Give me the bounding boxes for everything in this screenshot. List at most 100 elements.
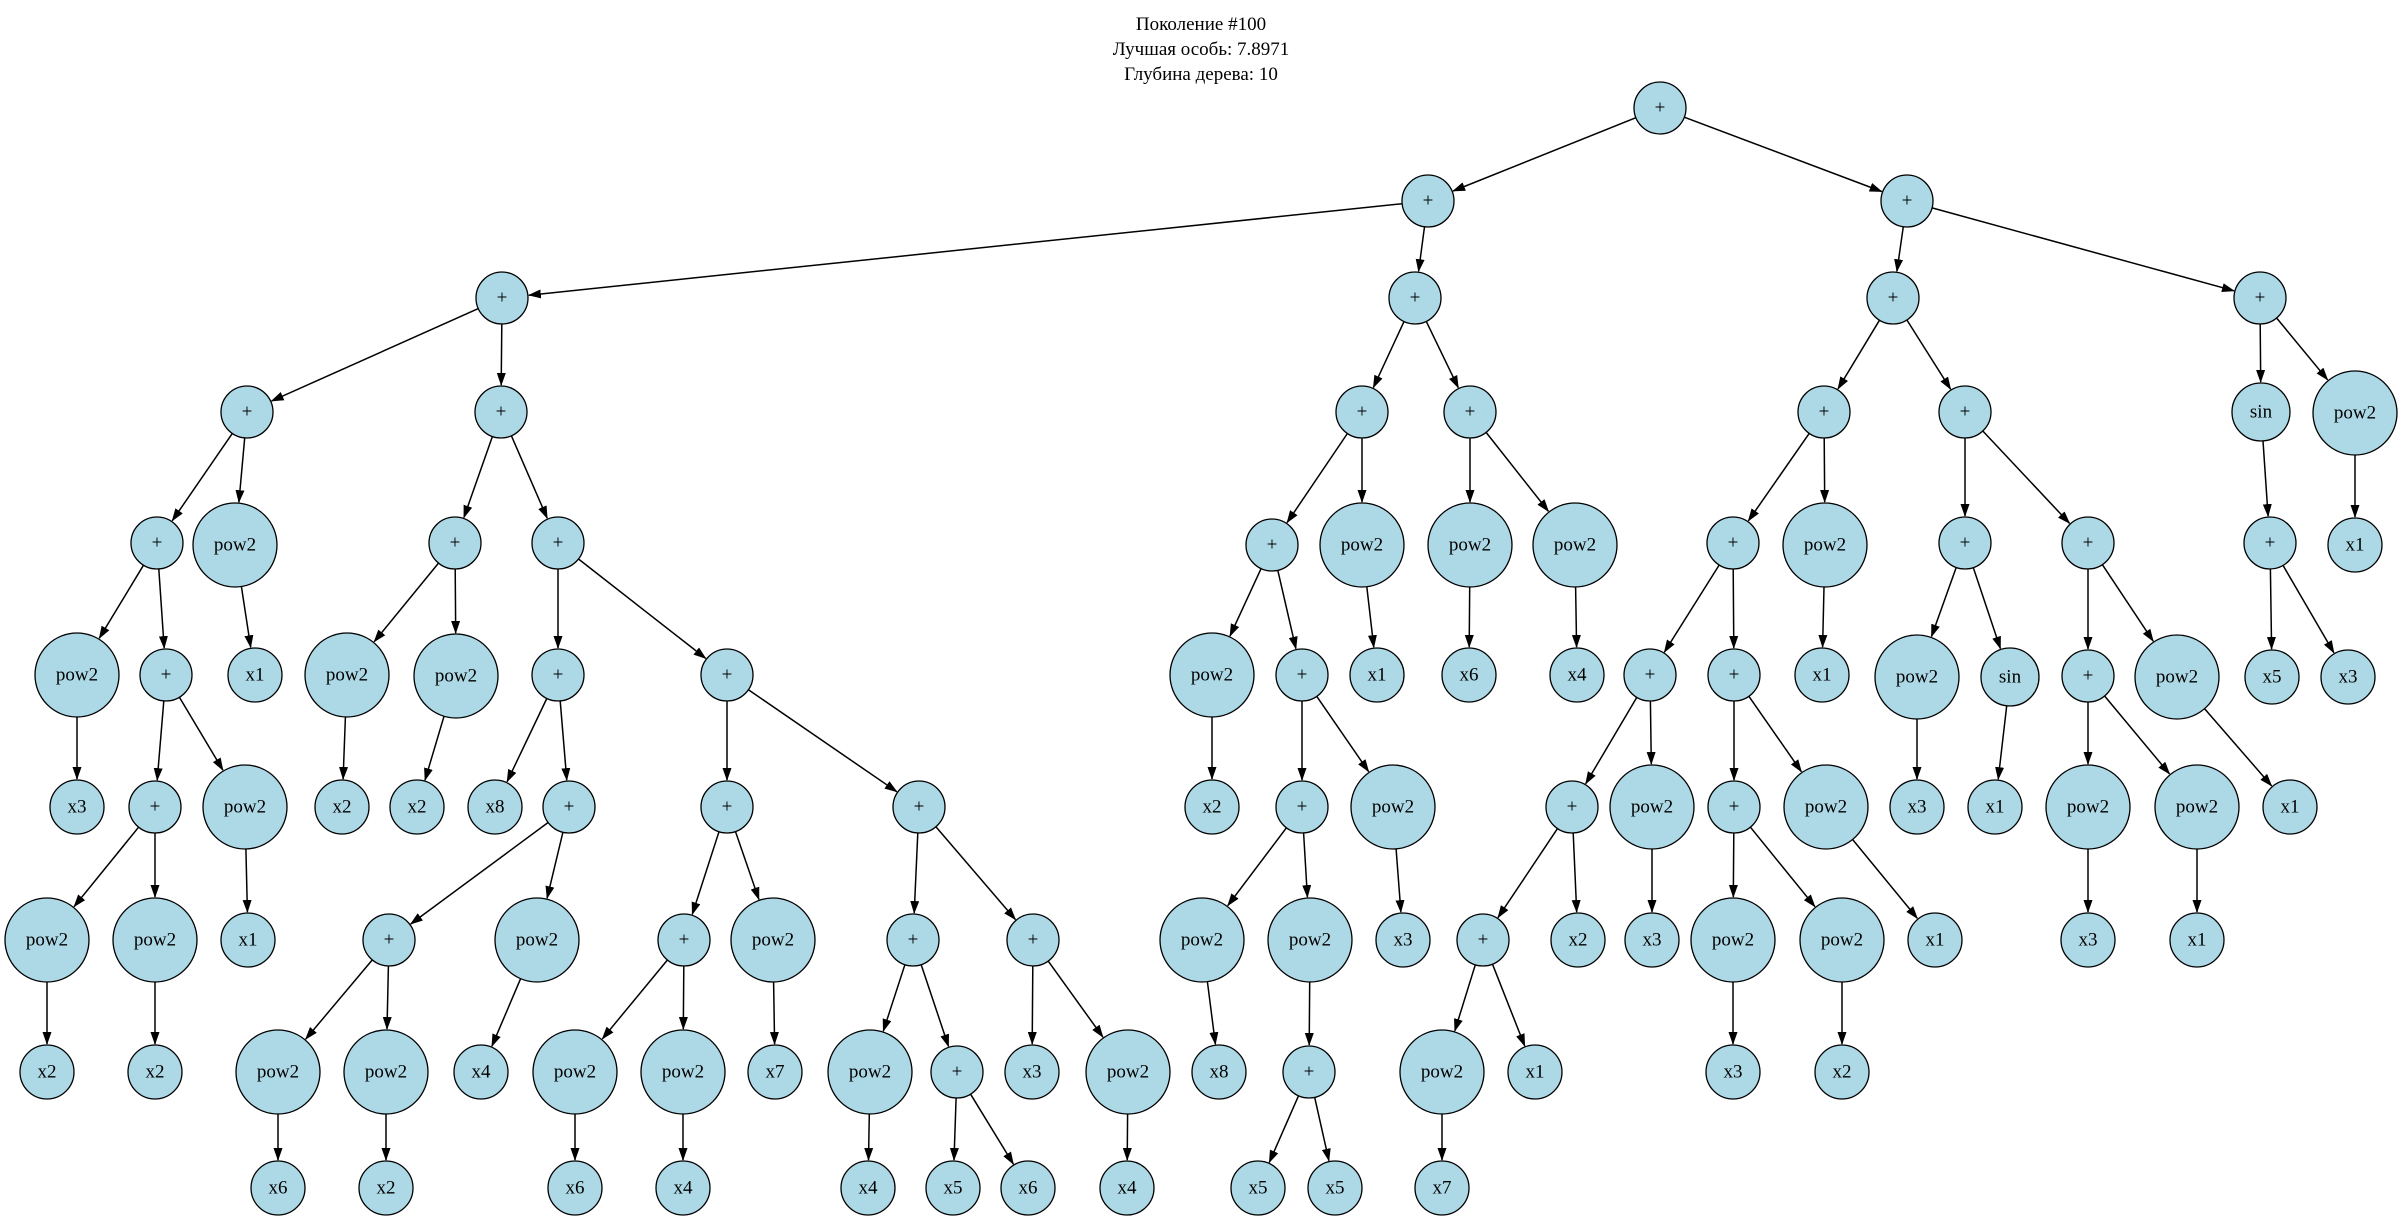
node-label: pow2 <box>1804 535 1846 556</box>
node-label: pow2 <box>554 1062 596 1083</box>
node-label: pow2 <box>2334 403 2376 424</box>
node-label: + <box>679 930 690 951</box>
tree-node-plus-12: + <box>1938 385 1992 439</box>
node-label: + <box>1728 533 1739 554</box>
node-circle <box>343 1029 429 1115</box>
tree-node-plus-37: + <box>1275 648 1329 702</box>
node-label: + <box>1819 402 1830 423</box>
node-circle <box>1980 647 2040 707</box>
node-label: x3 <box>2079 930 2098 951</box>
tree-edge <box>1906 319 1952 391</box>
node-circle <box>2233 271 2287 325</box>
tree-node-plus-58: + <box>892 780 946 834</box>
node-label: x3 <box>1643 930 1662 951</box>
node-label: pow2 <box>224 797 266 818</box>
node-circle <box>1623 648 1677 702</box>
tree-node-x2-59: x2 <box>1184 779 1240 835</box>
node-circle <box>2169 912 2225 968</box>
node-label: pow2 <box>365 1062 407 1083</box>
node-circle <box>1335 385 1389 439</box>
node-label: + <box>564 797 575 818</box>
tree-edge <box>73 826 140 908</box>
tree-node-plus-8: + <box>474 385 528 439</box>
tree-edge <box>1485 431 1550 513</box>
tree-edge <box>305 959 373 1040</box>
node-circle <box>1706 516 1760 570</box>
node-label: x3 <box>1908 797 1927 818</box>
node-label: pow2 <box>134 930 176 951</box>
node-circle <box>1169 632 1255 718</box>
node-circle <box>304 632 390 718</box>
tree-node-plus-64: + <box>1707 780 1761 834</box>
tree-edge <box>2266 568 2276 650</box>
tree-node-plus-6: + <box>2233 271 2287 325</box>
tree-edge <box>935 826 1017 921</box>
node-label: + <box>952 1062 963 1083</box>
tree-node-pow2-93: pow2 <box>235 1029 321 1115</box>
tree-edge <box>1372 321 1405 389</box>
node-circle <box>1456 913 1510 967</box>
node-circle <box>531 516 585 570</box>
tree-edge <box>153 700 165 782</box>
tree-node-pow2-102: pow2 <box>1085 1029 1171 1115</box>
node-circle <box>227 647 283 703</box>
tree-node-x3-101: x3 <box>1004 1044 1060 1100</box>
node-label: x2 <box>146 1062 165 1083</box>
node-circle <box>2154 764 2240 850</box>
tree-edge <box>1464 586 1474 648</box>
node-circle <box>886 913 940 967</box>
tree-node-plus-78: + <box>886 913 940 967</box>
tree-node-x6-39: x6 <box>1441 647 1497 703</box>
node-circle <box>1245 518 1299 572</box>
tree-node-plus-10: + <box>1443 385 1497 439</box>
tree-edge <box>1663 564 1720 653</box>
tree-edge <box>178 696 224 771</box>
tree-edge <box>1227 827 1287 907</box>
tree-edge <box>2262 440 2272 518</box>
tree-node-x1-28: x1 <box>2327 517 2383 573</box>
node-label: x4 <box>1118 1178 1138 1199</box>
node-circle <box>1624 912 1680 968</box>
tree-edge <box>578 558 707 660</box>
node-label: pow2 <box>1289 930 1331 951</box>
tree-edge <box>1302 832 1312 899</box>
tree-edge <box>171 432 233 522</box>
node-label: x1 <box>1368 665 1387 686</box>
tree-edge <box>1728 832 1738 898</box>
tree-edge <box>1571 832 1581 913</box>
tree-edge <box>409 821 549 925</box>
node-circle <box>747 1044 803 1100</box>
node-label: + <box>2083 533 2094 554</box>
tree-node-x6-115: x6 <box>1000 1160 1056 1216</box>
tree-node-plus-26: + <box>2061 516 2115 570</box>
node-circle <box>49 779 105 835</box>
node-circle <box>220 912 276 968</box>
tree-edge <box>2256 323 2266 383</box>
tree-edge <box>1748 695 1803 773</box>
tree-node-x4-112: x4 <box>655 1160 711 1216</box>
tree-node-x5-118: x5 <box>1307 1160 1363 1216</box>
node-label: x6 <box>1019 1178 1038 1199</box>
node-circle <box>1880 174 1934 228</box>
tree-node-pow2-36: pow2 <box>1169 632 1255 718</box>
tree-node-plus-18: + <box>531 516 585 570</box>
node-label: + <box>150 797 161 818</box>
tree-node-pow2-69: pow2 <box>2154 764 2240 850</box>
node-circle <box>2262 779 2318 835</box>
node-circle <box>362 913 416 967</box>
tree-node-plus-56: + <box>542 780 596 834</box>
node-circle <box>1399 1029 1485 1115</box>
tree-node-pow2-75: pow2 <box>494 897 580 983</box>
tree-edge <box>235 437 246 504</box>
tree-node-x2-108: x2 <box>1814 1044 1870 1100</box>
tree-node-x3-89: x3 <box>2060 912 2116 968</box>
node-circle <box>1797 385 1851 439</box>
tree-edge <box>1972 567 2002 650</box>
tree-edge <box>1366 586 1377 649</box>
tree-edge <box>1747 432 1810 522</box>
tree-node-x1-88: x1 <box>1907 912 1963 968</box>
tree-node-x2-53: x2 <box>314 779 370 835</box>
node-label: + <box>553 533 564 554</box>
tree-node-x8-103: x8 <box>1191 1044 1247 1100</box>
tree-node-plus-60: + <box>1275 780 1329 834</box>
